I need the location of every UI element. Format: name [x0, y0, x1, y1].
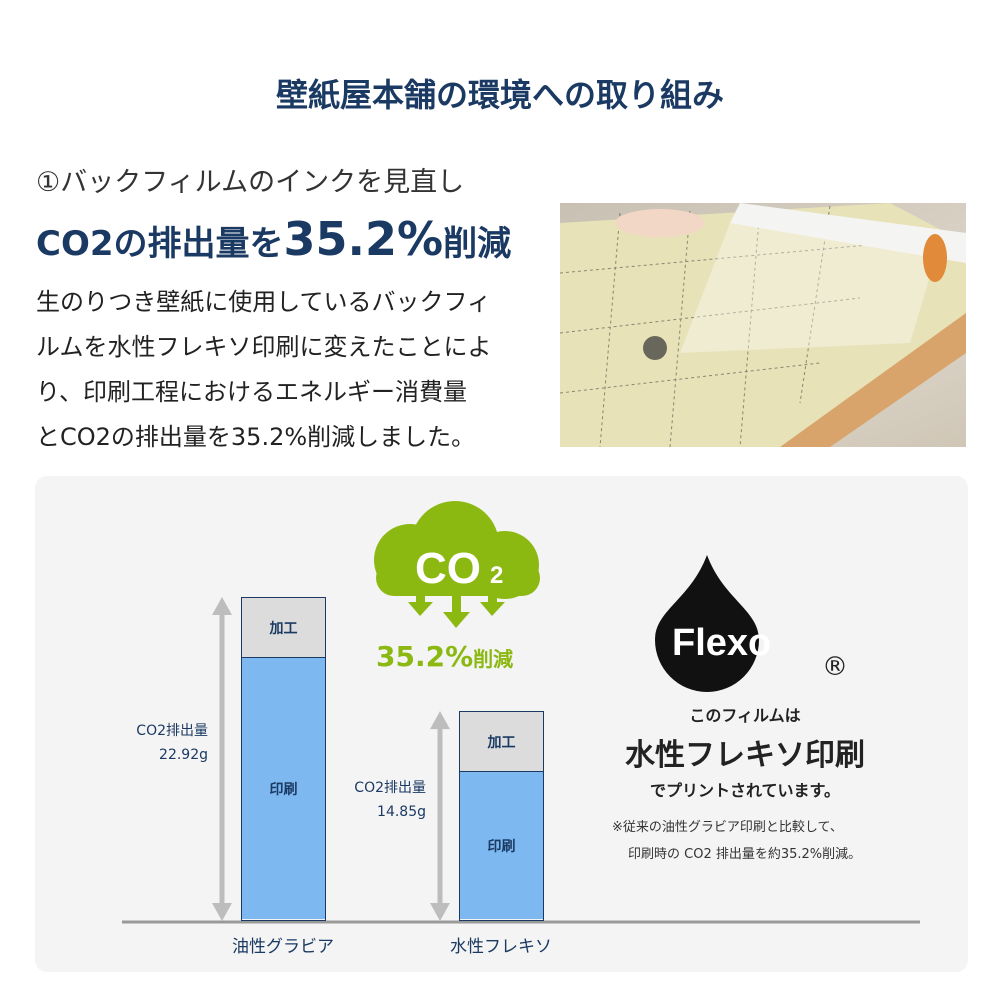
value-label-title: CO2排出量	[354, 780, 426, 797]
reduction-label: 35.2%削減	[376, 640, 513, 673]
flexo-logo-text: Flexo	[672, 622, 772, 664]
body-line: とCO2の排出量を35.2%削減しました。	[36, 423, 476, 451]
headline-suffix: 削減	[443, 224, 512, 264]
bar-segment-printing: 印刷	[242, 658, 325, 919]
section-headline: CO2の排出量を35.2%削減	[36, 212, 511, 266]
headline-prefix: CO2の排出量を	[36, 224, 284, 264]
category-label: 水性フレキソ	[450, 937, 552, 957]
bar-segment-processing: 加工	[242, 598, 325, 658]
bar-segment-processing: 加工	[460, 712, 543, 773]
section-body: 生のりつき壁紙に使用しているバックフィ ルムを水性フレキソ印刷に変えたことによ …	[36, 280, 556, 460]
cloud-co2-text: CO	[415, 544, 481, 593]
bar-segment-printing: 印刷	[460, 772, 543, 919]
stacked-bar: 加工 印刷	[459, 711, 544, 921]
value-label-amount: 14.85g	[377, 804, 426, 821]
flexo-line3: でプリントされています。	[650, 781, 840, 800]
flexo-note1: ※従来の油性グラビア印刷と比較して、	[612, 820, 843, 835]
co2-cloud-icon	[374, 501, 540, 628]
height-arrow	[212, 597, 232, 921]
stacked-bar: 加工 印刷	[241, 597, 326, 921]
category-label: 油性グラビア	[232, 937, 334, 957]
value-label-amount: 22.92g	[159, 747, 208, 763]
bar-value-label: CO2排出量 22.92g	[102, 719, 208, 767]
registered-mark: ®	[822, 652, 848, 682]
body-line: 生のりつき壁紙に使用しているバックフィ	[36, 288, 492, 316]
reduction-suffix: 削減	[473, 647, 514, 671]
water-drop-icon	[655, 555, 759, 692]
flexo-line1: このフィルムは	[689, 706, 801, 725]
bar-value-label: CO2排出量 14.85g	[320, 776, 426, 824]
page-title: 壁紙屋本舗の環境への取り組み	[275, 76, 724, 114]
reduction-value: 35.2%	[376, 640, 474, 673]
headline-value: 35.2%	[283, 212, 444, 266]
section-subtitle: ①バックフィルムのインクを見直し	[36, 167, 465, 198]
cloud-co2-subscript: 2	[490, 562, 503, 589]
flexo-line2: 水性フレキソ印刷	[625, 738, 865, 773]
value-label-title: CO2排出量	[136, 723, 208, 739]
height-arrow	[430, 711, 450, 921]
body-line: ルムを水性フレキソ印刷に変えたことによ	[36, 333, 492, 361]
body-line: り、印刷工程におけるエネルギー消費量	[36, 378, 468, 406]
flexo-note2: 印刷時の CO2 排出量を約35.2%削減。	[628, 847, 862, 862]
wallpaper-backfilm-photo	[560, 203, 966, 447]
